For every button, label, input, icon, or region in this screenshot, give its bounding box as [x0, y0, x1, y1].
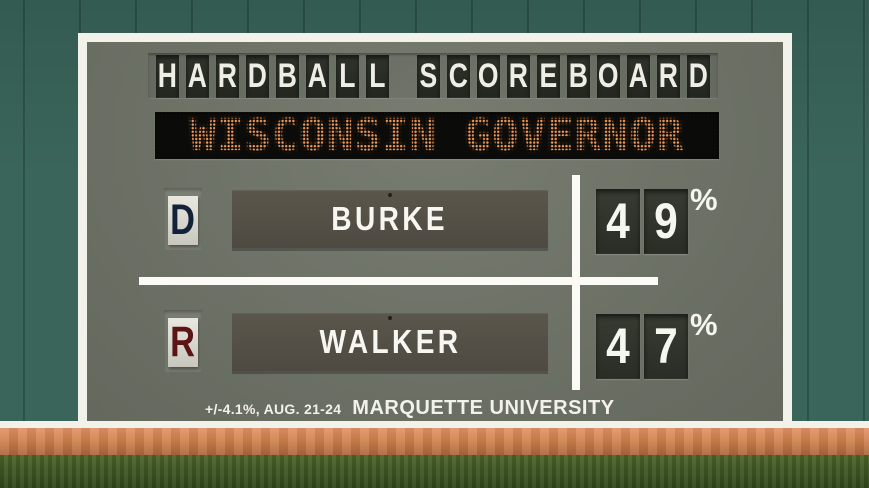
title-letter-tile: A — [186, 54, 209, 98]
field-white-line — [0, 421, 869, 428]
title-letter: D — [247, 56, 268, 95]
headline-led-board: WISCONSIN GOVERNOR — [155, 112, 719, 159]
party-tile-republican: R — [168, 318, 198, 367]
title-letter-tile: E — [537, 54, 560, 98]
title-letter: S — [419, 56, 438, 95]
title-letter-tile: D — [246, 54, 269, 98]
score-digit-tile: 7 — [644, 314, 688, 379]
panel-pin — [388, 193, 392, 197]
title-letter-tile: C — [447, 54, 470, 98]
title-letter: B — [277, 56, 298, 95]
score-digit-tile: 4 — [596, 314, 640, 379]
title-letter: B — [568, 56, 589, 95]
title-letter-tile: D — [687, 54, 710, 98]
score-digit: 4 — [606, 318, 630, 374]
percent-sign: % — [690, 182, 718, 217]
percent-sign: % — [690, 307, 718, 342]
candidate-name-panel: BURKE — [232, 190, 548, 248]
poll-margin-dates: +/-4.1%, AUG. 21-24 — [205, 401, 342, 417]
title-letter: A — [307, 56, 328, 95]
title-letter: H — [157, 56, 178, 95]
candidate-name-panel: WALKER — [232, 313, 548, 371]
score-digit-tile: 4 — [596, 189, 640, 254]
party-letter: R — [170, 318, 196, 366]
footnote: +/-4.1%, AUG. 21-24 MARQUETTE UNIVERSITY — [205, 393, 615, 418]
score-digit: 7 — [654, 318, 678, 374]
party-tile-slot: D — [164, 188, 202, 250]
score-digit: 4 — [606, 193, 630, 249]
score-digit: 9 — [654, 193, 678, 249]
title-letter: C — [448, 56, 469, 95]
title-letter-tile: S — [417, 54, 440, 98]
title-letter-tile: O — [597, 54, 620, 98]
party-tile-democrat: D — [168, 196, 198, 245]
panel-pin — [388, 316, 392, 320]
party-letter: D — [170, 196, 196, 244]
row-divider-line — [139, 277, 658, 285]
title-letter: R — [508, 56, 529, 95]
title-letter: L — [339, 56, 356, 95]
title-letter-tile: B — [276, 54, 299, 98]
poll-source: MARQUETTE UNIVERSITY — [352, 397, 615, 419]
title-letter-tile: R — [657, 54, 680, 98]
score-divider-line — [572, 175, 580, 390]
title-letter-tile: A — [627, 54, 650, 98]
title-letter-tile: H — [156, 54, 179, 98]
led-dot-mask — [155, 112, 719, 159]
title-letter: R — [658, 56, 679, 95]
title-letter: R — [217, 56, 238, 95]
candidate-name: WALKER — [319, 323, 461, 360]
title-letter-tile: A — [306, 54, 329, 98]
candidate-name: BURKE — [331, 200, 449, 237]
title-letter-tile: L — [336, 54, 359, 98]
field-grass — [0, 455, 869, 488]
title-letter-tile: B — [567, 54, 590, 98]
title-letter: O — [598, 56, 619, 95]
title-letter-tile: R — [216, 54, 239, 98]
title-letter-tile: R — [507, 54, 530, 98]
title-letter: O — [478, 56, 499, 95]
title-letter: A — [187, 56, 208, 95]
title-letter: L — [369, 56, 386, 95]
title-letter: D — [688, 56, 709, 95]
party-tile-slot: R — [164, 310, 202, 372]
title-letter-tile: L — [366, 54, 389, 98]
title-letter: A — [628, 56, 649, 95]
title-letter: E — [539, 56, 558, 95]
title-letter-tile: O — [477, 54, 500, 98]
score-digit-tile: 9 — [644, 189, 688, 254]
warning-track-dirt — [0, 428, 869, 455]
